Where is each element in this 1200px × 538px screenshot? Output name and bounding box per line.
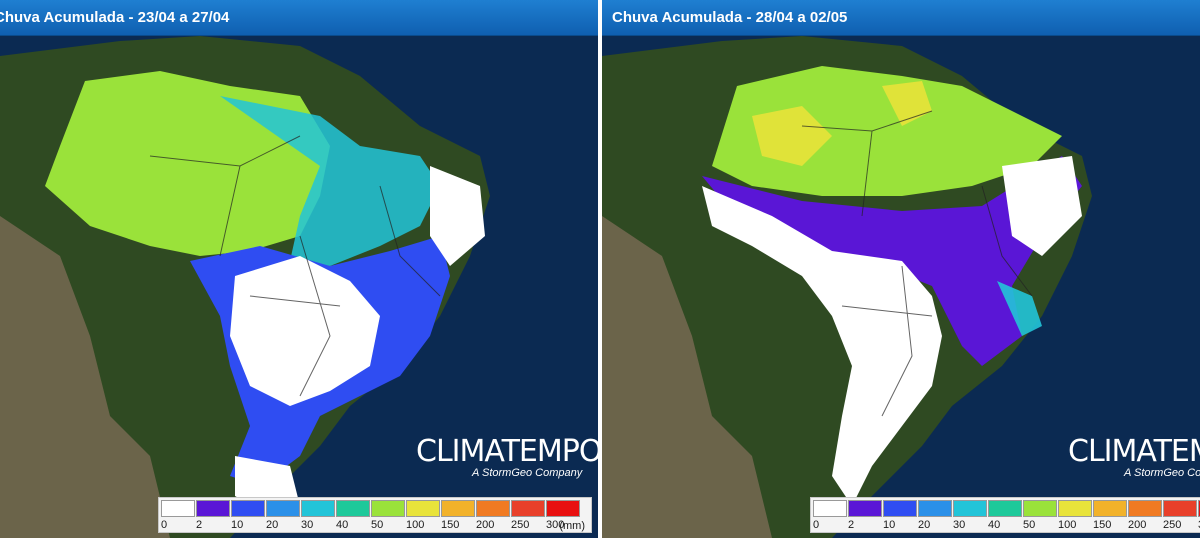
legend-label: 30: [953, 519, 966, 531]
rain-zone-100mm: [752, 106, 832, 166]
legend-label: 2: [196, 519, 203, 531]
legend-label: 50: [371, 519, 384, 531]
legend-swatch: [371, 500, 405, 517]
legend-swatch: [441, 500, 475, 517]
legend-label: 200: [476, 519, 495, 531]
logo-name: CLIMATEMPO: [1068, 434, 1200, 469]
rain-zone-30mm: [997, 281, 1042, 336]
legend-swatch: [161, 500, 195, 517]
legend-label: 150: [1093, 519, 1112, 531]
legend-swatch: [813, 500, 847, 517]
legend-swatch: [918, 500, 952, 517]
rain-zone-0mm: [230, 256, 380, 406]
climatempo-logo: CLIMATEMPO A StormGeo Company: [416, 434, 598, 479]
legend-label: 50: [1023, 519, 1036, 531]
legend-label: 300: [1198, 519, 1200, 532]
legend-label: 100: [1058, 519, 1077, 531]
legend-swatch: [546, 500, 580, 517]
state-borders: [149, 135, 441, 397]
legend-swatch: [301, 500, 335, 517]
legend-swatch: [406, 500, 440, 517]
legend-label: 150: [441, 519, 460, 531]
rainfall-map: [0, 36, 598, 538]
rain-zone-0mm-northeast: [430, 166, 485, 266]
panel-title: Chuva Acumulada - 23/04 a 27/04: [0, 9, 230, 26]
legend-label: 0: [161, 519, 168, 531]
legend-label: 40: [988, 519, 1001, 531]
legend-label: 2: [848, 519, 855, 531]
logo-name: CLIMATEMPO: [416, 434, 598, 469]
legend-swatch: [336, 500, 370, 517]
legend-swatch: [1128, 500, 1162, 517]
map-panel-right: Chuva Acumulada - 28/04 a 02/05 CLIMATEM…: [602, 0, 1200, 538]
andes-region: [602, 216, 772, 538]
rainfall-legend: 0 2 10 20 30 40 50 100 150 200 250 300 (mm): [158, 497, 592, 533]
legend-label: 250: [511, 519, 530, 531]
legend-swatch: [266, 500, 300, 517]
legend-swatch: [883, 500, 917, 517]
legend-label: 200: [1128, 519, 1147, 531]
legend-swatch: [1023, 500, 1057, 517]
legend-swatch: [1058, 500, 1092, 517]
legend-label: 100: [406, 519, 425, 531]
rain-zone-30mm: [220, 96, 440, 266]
legend-swatch: [476, 500, 510, 517]
state-borders: [801, 110, 1033, 417]
legend-labels: 0 2 10 20 30 40 50 100 150 200 250 300: [813, 519, 1200, 532]
legend-swatch: [511, 500, 545, 517]
legend-label: 250: [1163, 519, 1182, 531]
legend-swatch: [988, 500, 1022, 517]
legend-swatch: [1093, 500, 1127, 517]
map-panel-left: Chuva Acumulada - 23/04 a 27/04: [0, 0, 598, 538]
legend-label: 10: [231, 519, 244, 531]
legend-swatch: [231, 500, 265, 517]
legend-unit: (mm): [559, 520, 585, 532]
legend-label: 20: [918, 519, 931, 531]
legend-label: 300: [546, 519, 565, 531]
logo-tagline: A StormGeo Company: [1124, 467, 1200, 479]
legend-label: 20: [266, 519, 279, 531]
legend-swatch: [1198, 500, 1200, 517]
legend-label: 0: [813, 519, 820, 531]
legend-swatch: [196, 500, 230, 517]
legend-label: 40: [336, 519, 349, 531]
andes-region: [0, 216, 170, 538]
legend-swatch: [1163, 500, 1197, 517]
rainfall-legend: 0 2 10 20 30 40 50 100 150 200 250 300: [810, 497, 1200, 533]
title-bar: Chuva Acumulada - 28/04 a 02/05: [602, 0, 1200, 36]
legend-swatches: [161, 500, 581, 517]
rainfall-map: [602, 36, 1200, 538]
legend-label: 10: [883, 519, 896, 531]
logo-tagline: A StormGeo Company: [472, 467, 583, 479]
title-bar: Chuva Acumulada - 23/04 a 27/04: [0, 0, 598, 36]
legend-label: 30: [301, 519, 314, 531]
rain-zone-0mm-northeast: [1002, 156, 1082, 256]
legend-labels: 0 2 10 20 30 40 50 100 150 200 250 300: [161, 519, 581, 532]
legend-swatches: [813, 500, 1200, 517]
rain-zone-0mm: [702, 186, 942, 506]
legend-swatch: [953, 500, 987, 517]
panel-title: Chuva Acumulada - 28/04 a 02/05: [612, 9, 848, 26]
legend-swatch: [848, 500, 882, 517]
climatempo-logo: CLIMATEMPO A StormGeo Company: [1068, 434, 1200, 479]
